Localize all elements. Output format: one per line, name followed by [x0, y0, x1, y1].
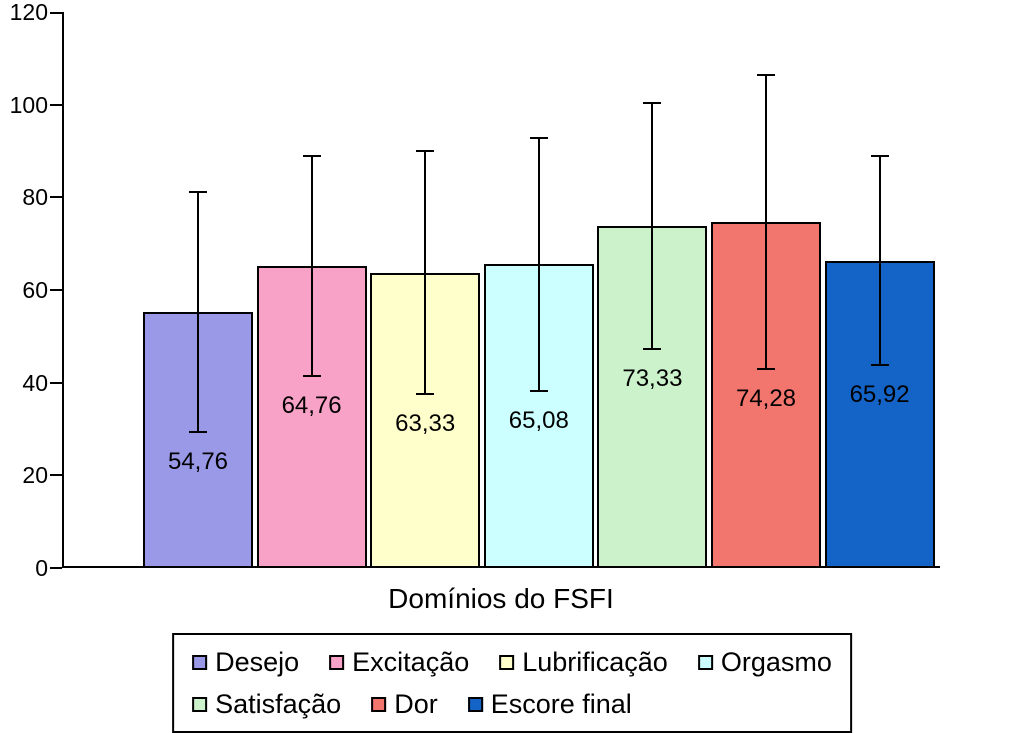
legend-item: Dor — [371, 685, 438, 723]
legend-row: Satisfação Dor Escore final — [192, 685, 832, 723]
error-bar — [878, 155, 881, 366]
bar-group: 65,92 — [824, 12, 935, 566]
error-bar-cap — [416, 149, 435, 152]
error-bar-cap — [529, 390, 548, 393]
bar-value-label: 54,76 — [167, 448, 229, 476]
y-tick-mark — [50, 567, 62, 569]
bar-value-label: 65,08 — [508, 407, 569, 435]
error-bar-cap — [189, 431, 207, 434]
y-tick-label: 120 — [9, 0, 48, 25]
error-bar-cap — [643, 102, 662, 104]
error-bar-cap — [757, 368, 775, 371]
error-bar-cap — [870, 364, 889, 367]
bar-group: 64,76 — [256, 12, 367, 566]
bar-value-label: 74,28 — [735, 384, 797, 412]
error-bar — [537, 137, 540, 392]
error-bar — [651, 103, 654, 350]
error-bar — [197, 192, 199, 433]
legend-item: Orgasmo — [697, 643, 832, 681]
bar-group: 54,76 — [143, 12, 253, 566]
y-tick-label: 60 — [22, 277, 48, 303]
error-bar-cap — [529, 136, 548, 139]
error-bar-cap — [416, 393, 435, 396]
y-tick-label: 20 — [22, 462, 48, 489]
y-tick-label: 40 — [22, 369, 48, 396]
y-tick-mark — [50, 474, 62, 477]
legend-swatch-icon — [697, 654, 713, 670]
y-tick-mark — [50, 196, 62, 199]
legend-swatch-icon — [371, 696, 387, 712]
bar-value-label: 64,76 — [281, 392, 342, 420]
legend-item: Satisfação — [192, 685, 341, 723]
legend-row: Desejo Excitação Lubrificação Orgasmo — [192, 643, 832, 681]
y-tick-mark — [50, 12, 62, 14]
legend-swatch-icon — [192, 696, 208, 712]
legend-swatch-icon — [329, 654, 345, 670]
y-tick-label: 100 — [9, 91, 48, 118]
bar-group: 73,33 — [597, 12, 708, 566]
error-bar — [765, 74, 767, 370]
x-axis-title: Domínios do FSFI — [388, 583, 614, 614]
legend-label: Satisfação — [215, 689, 342, 719]
legend-item: Excitação — [329, 643, 469, 681]
bar-group: 74,28 — [711, 12, 821, 566]
legend-label: Escore final — [490, 689, 632, 719]
bar-group: 63,33 — [370, 12, 481, 566]
plot-area: 54,76 64,76 63,33 65,08 73,33 74,28 65,92 — [50, 12, 940, 569]
legend-swatch-icon — [192, 654, 208, 670]
legend-item: Escore final — [467, 685, 632, 723]
bar-value-label: 63,33 — [395, 410, 456, 438]
legend-swatch-icon — [499, 654, 515, 670]
error-bar-cap — [189, 191, 207, 194]
legend: Desejo Excitação Lubrificação Orgasmo Satisf… — [172, 633, 852, 733]
error-bar-cap — [757, 73, 775, 76]
error-bar — [424, 150, 427, 395]
legend-label: Lubrificação — [522, 647, 668, 677]
y-tick-mark — [50, 381, 62, 384]
legend-item: Lubrificação — [499, 643, 668, 681]
bar-value-label: 73,33 — [622, 365, 683, 393]
error-bar-cap — [302, 375, 321, 378]
legend-swatch-icon — [467, 696, 483, 712]
y-tick-mark — [50, 103, 62, 106]
error-bar-cap — [870, 154, 889, 157]
bar-value-label: 65,92 — [849, 381, 910, 409]
y-tick-label: 80 — [22, 184, 48, 211]
legend-label: Dor — [394, 689, 438, 719]
legend-item: Desejo — [192, 643, 299, 681]
legend-label: Desejo — [215, 647, 300, 677]
error-bar-cap — [302, 154, 321, 157]
y-tick-label: 0 — [35, 555, 48, 581]
y-tick-mark — [50, 289, 62, 291]
legend-label: Excitação — [352, 647, 470, 677]
legend-label: Orgasmo — [720, 647, 832, 677]
bar-group: 65,08 — [483, 12, 594, 566]
error-bar-cap — [643, 348, 662, 351]
error-bar — [310, 155, 313, 377]
